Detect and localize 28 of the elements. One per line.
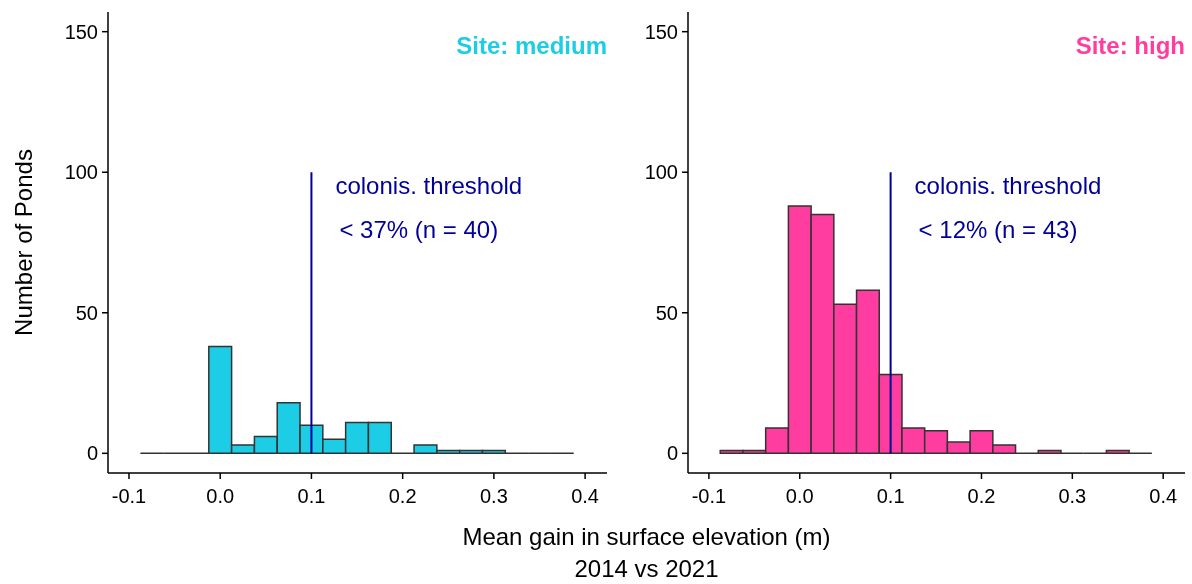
ref-line-label: colonis. threshold	[914, 172, 1102, 200]
x-axis-title: Mean gain in surface elevation (m) 2014 vs 2021	[462, 523, 831, 582]
annotation: < 12% (n = 43)	[918, 216, 1078, 244]
x-tick-label: 0.2	[967, 485, 996, 507]
x-tick-label: 0.0	[785, 485, 814, 507]
y-tick-label: 100	[644, 161, 678, 184]
y-tick-label: 0	[666, 442, 678, 465]
x-tick-label: 0.0	[206, 485, 235, 507]
y-tick-label: 0	[86, 442, 98, 465]
x-tick-label: 0.4	[1149, 485, 1178, 507]
y-axis-title: Number of Ponds	[10, 149, 37, 336]
ref-line-label: colonis. threshold	[335, 172, 523, 200]
x-tick-label: 0.3	[479, 485, 508, 507]
x-tick-label: -0.1	[111, 485, 147, 507]
annotation: < 37% (n = 40)	[339, 216, 499, 244]
x-tick-label: 0.4	[571, 485, 600, 507]
text: Site: medium	[456, 32, 607, 59]
y-tick-label: 150	[64, 20, 98, 43]
x-tick-label: 0.1	[876, 485, 905, 507]
x-tick-label: 0.3	[1058, 485, 1087, 507]
x-tick-label: 0.1	[297, 485, 326, 507]
x-tick-label: -0.1	[691, 485, 727, 507]
y-tick-label: 100	[64, 161, 98, 184]
y-tick-label: 50	[75, 301, 98, 324]
x-tick-label: 0.2	[388, 485, 417, 507]
y-tick-label: 50	[655, 301, 678, 324]
text: Site: high	[1075, 32, 1185, 59]
y-tick-label: 150	[644, 20, 678, 43]
